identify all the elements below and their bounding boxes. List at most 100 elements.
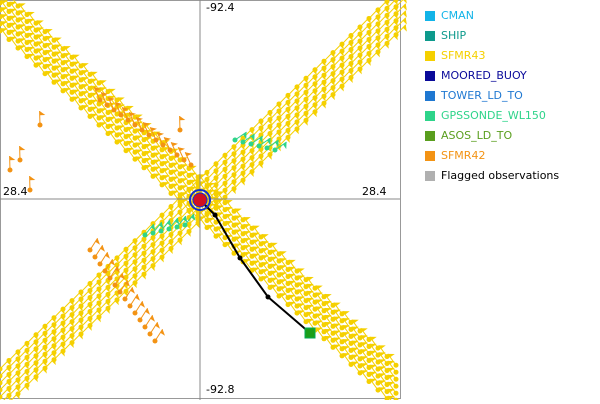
barb-dot (367, 58, 372, 63)
barb-dot (124, 247, 129, 252)
barb-dot (43, 366, 48, 371)
barb-dot (385, 27, 390, 32)
barb-dot (304, 118, 309, 123)
barb-dot (106, 306, 111, 311)
barb-dot (349, 47, 354, 52)
barb-dot (232, 172, 237, 177)
barb-dot (259, 126, 264, 131)
barb-dot (133, 259, 138, 264)
barb-dot (313, 81, 318, 86)
barb-dot (340, 56, 345, 61)
barb-dot (331, 71, 336, 76)
barb-dot (142, 265, 147, 270)
barb-dot (268, 110, 273, 115)
barb-dot (205, 184, 210, 189)
barb-dot (178, 238, 183, 243)
barb-dot (340, 77, 345, 82)
legend-swatch (425, 11, 435, 21)
barb-dot (70, 326, 75, 331)
barb-dot (223, 181, 228, 186)
barb-dot (304, 76, 309, 81)
barb-dot (16, 391, 21, 396)
barb-dot (331, 50, 336, 55)
barb-dot (178, 231, 183, 236)
barb-dot (394, 391, 399, 396)
legend-swatch (425, 31, 435, 41)
label-right: 28.4 (362, 185, 387, 198)
legend-swatch (425, 151, 435, 161)
barb-dot (295, 91, 300, 96)
barb-dot (34, 374, 39, 379)
legend-swatch (425, 131, 435, 141)
barb-dot (70, 333, 75, 338)
barb-dot (340, 63, 345, 68)
barb-dot (61, 349, 66, 354)
barb-dot (169, 232, 174, 237)
barb-dot (250, 148, 255, 153)
barb-dot (25, 376, 30, 381)
barb-dot (250, 162, 255, 167)
barb-dot (7, 365, 12, 370)
barb-dot (151, 242, 156, 247)
barb-dot (140, 128, 145, 133)
barb-dot (175, 153, 180, 158)
track-end (305, 328, 315, 338)
barb-dot (268, 152, 273, 157)
barb-dot (277, 101, 282, 106)
barb-dot (25, 369, 30, 374)
legend-label: SFMR43 (441, 49, 485, 62)
barb-dot (169, 204, 174, 209)
barb-dot (124, 268, 129, 273)
barb-dot (79, 304, 84, 309)
barb-dot (304, 111, 309, 116)
barb-dot (331, 64, 336, 69)
barb-dot (286, 135, 291, 140)
barb-dot (394, 377, 399, 382)
barb-dot (233, 138, 238, 143)
barb-dot (8, 168, 13, 173)
barb-dot (61, 335, 66, 340)
legend-swatch (425, 51, 435, 61)
barb-dot (367, 16, 372, 21)
barb-dot (189, 163, 194, 168)
barb-dot (133, 238, 138, 243)
barb-dot (241, 140, 246, 145)
barb-flag (403, 0, 407, 4)
barb-dot (223, 167, 228, 172)
barb-dot (167, 227, 172, 232)
barb-dot (385, 41, 390, 46)
barb-dot (108, 276, 113, 281)
barb-dot (52, 322, 57, 327)
barb-dot (112, 108, 117, 113)
barb-dot (304, 97, 309, 102)
barb-dot (241, 150, 246, 155)
barb-dot (277, 129, 282, 134)
barb-dot (52, 350, 57, 355)
barb-dot (142, 237, 147, 242)
legend-label: Flagged observations (441, 169, 559, 182)
barb-dot (313, 102, 318, 107)
barb-dot (340, 70, 345, 75)
barb-dot (322, 80, 327, 85)
barb-dot (376, 49, 381, 54)
legend-swatch (425, 91, 435, 101)
barb-dot (385, 20, 390, 25)
barb-dot (38, 123, 43, 128)
barb-dot (394, 370, 399, 375)
barb-dot (142, 244, 147, 249)
barb-dot (133, 266, 138, 271)
barb-dot (250, 155, 255, 160)
barb-dot (79, 311, 84, 316)
barb-dot (358, 39, 363, 44)
barb-dot (169, 211, 174, 216)
barb-dot (322, 66, 327, 71)
barb-dot (52, 343, 57, 348)
barb-dot (88, 288, 93, 293)
barb-dot (16, 356, 21, 361)
barb-dot (34, 332, 39, 337)
barb-dot (88, 323, 93, 328)
barb-dot (358, 25, 363, 30)
barb-dot (286, 100, 291, 105)
barb-dot (277, 108, 282, 113)
barb-dot (367, 23, 372, 28)
